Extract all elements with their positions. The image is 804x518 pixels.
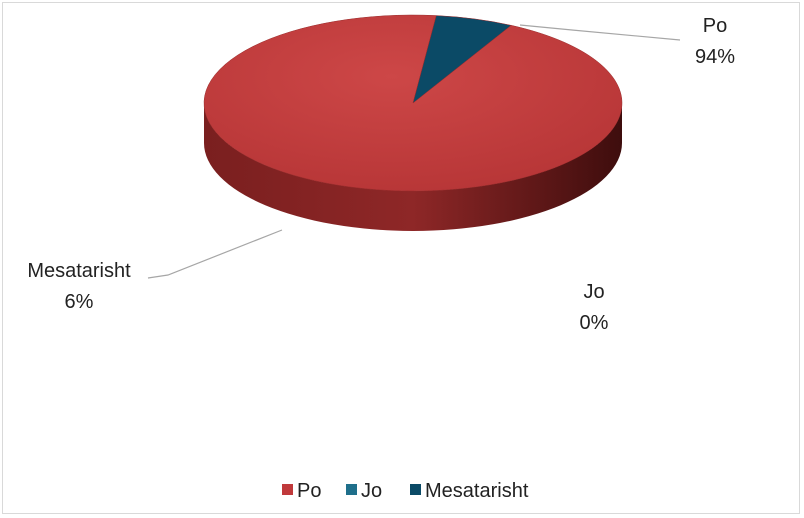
legend-label-po: Po [297, 480, 321, 502]
data-label-jo-value: 0% [580, 312, 609, 334]
legend-swatch-mesatarisht [410, 484, 421, 495]
legend-swatch-po [282, 484, 293, 495]
legend: Po Jo Mesatarisht [282, 480, 529, 502]
leader-line-po [519, 24, 681, 41]
pie-layer [203, 14, 623, 231]
data-label-mesatarisht-value: 6% [65, 291, 94, 313]
legend-label-jo: Jo [361, 480, 382, 502]
data-label-po-value: 94% [695, 46, 735, 68]
data-label-mesatarisht-name: Mesatarisht [27, 260, 131, 282]
legend-swatch-jo [346, 484, 357, 495]
pie-side-po [204, 103, 622, 231]
leader-line-mesatarisht [147, 229, 283, 279]
pie-slice-mesatarisht [412, 15, 512, 104]
data-label-jo-name: Jo [583, 281, 604, 303]
legend-label-mesatarisht: Mesatarisht [425, 480, 529, 502]
data-label-po-name: Po [703, 15, 727, 37]
